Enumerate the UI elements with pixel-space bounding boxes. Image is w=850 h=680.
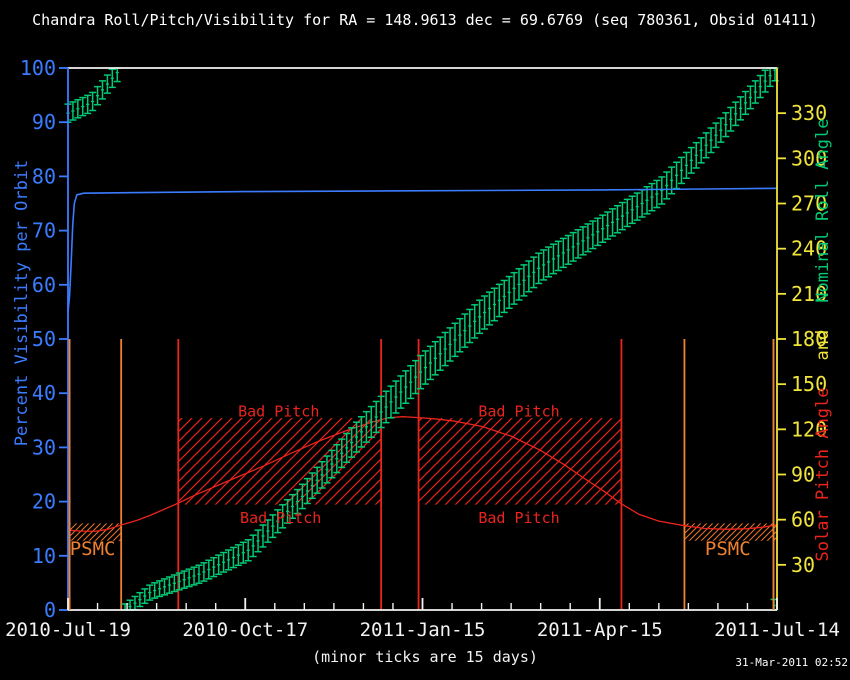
svg-text:90: 90 [32,110,56,134]
right-axis-title: Solar Pitch Angle and Nominal Roll Angle [813,119,833,562]
svg-text:120: 120 [791,417,827,441]
svg-text:80: 80 [32,164,56,188]
right-axis-title-pitch: Solar Pitch Angle [813,387,833,562]
svg-text:100: 100 [20,56,56,80]
timestamp: 31-Mar-2011 02:52 [735,656,848,669]
left-axis-title: Percent Visibility per Orbit [12,159,32,447]
page-title: Chandra Roll/Pitch/Visibility for RA = 1… [32,11,818,29]
svg-text:2010-Oct-17: 2010-Oct-17 [182,619,308,641]
svg-text:PSMC: PSMC [705,538,751,560]
psmc-region [68,523,777,541]
svg-text:10: 10 [32,544,56,568]
solar-pitch-line [67,416,778,532]
right-axis-title-roll: Nominal Roll Angle [813,118,833,303]
svg-text:330: 330 [791,101,827,125]
svg-text:2010-Jul-19: 2010-Jul-19 [5,619,131,641]
svg-text:Bad Pitch: Bad Pitch [240,509,321,527]
x-axis: 2010-Jul-19 2010-Oct-17 2011-Jan-15 2011-Ap… [5,598,840,641]
svg-text:Bad Pitch: Bad Pitch [478,509,559,527]
svg-text:180: 180 [791,327,827,351]
svg-text:2011-Jul-14: 2011-Jul-14 [714,619,840,641]
visibility-line [67,187,778,312]
psmc-labels: PSMC PSMC [70,538,751,560]
minor-ticks-note: (minor ticks are 15 days) [312,648,538,666]
svg-text:2011-Jan-15: 2011-Jan-15 [360,619,486,641]
svg-text:270: 270 [791,192,827,216]
svg-text:20: 20 [32,490,56,514]
left-axis: 0 10 20 30 40 50 60 70 80 90 100 [20,56,68,622]
svg-text:60: 60 [791,508,815,532]
bad-pitch-labels: Bad Pitch Bad Pitch Bad Pitch Bad Pitch [238,402,560,527]
svg-text:90: 90 [791,463,815,487]
svg-text:210: 210 [791,282,827,306]
svg-text:Bad Pitch: Bad Pitch [478,402,559,420]
svg-text:30: 30 [32,435,56,459]
bad-pitch-region [178,418,622,505]
svg-text:2011-Apr-15: 2011-Apr-15 [537,619,663,641]
svg-text:40: 40 [32,381,56,405]
svg-text:0: 0 [44,598,56,622]
right-axis-title-and: and [813,329,833,361]
svg-text:60: 60 [32,273,56,297]
right-axis: 30 60 90 120 150 180 210 240 270 300 330 [777,101,827,577]
svg-text:300: 300 [791,146,827,170]
nominal-roll-band [64,67,779,611]
svg-text:Bad Pitch: Bad Pitch [238,402,319,420]
svg-text:PSMC: PSMC [70,538,116,560]
svg-text:150: 150 [791,372,827,396]
svg-text:240: 240 [791,237,827,261]
svg-text:70: 70 [32,219,56,243]
svg-text:30: 30 [791,553,815,577]
plot-frame [67,67,778,611]
svg-text:50: 50 [32,327,56,351]
